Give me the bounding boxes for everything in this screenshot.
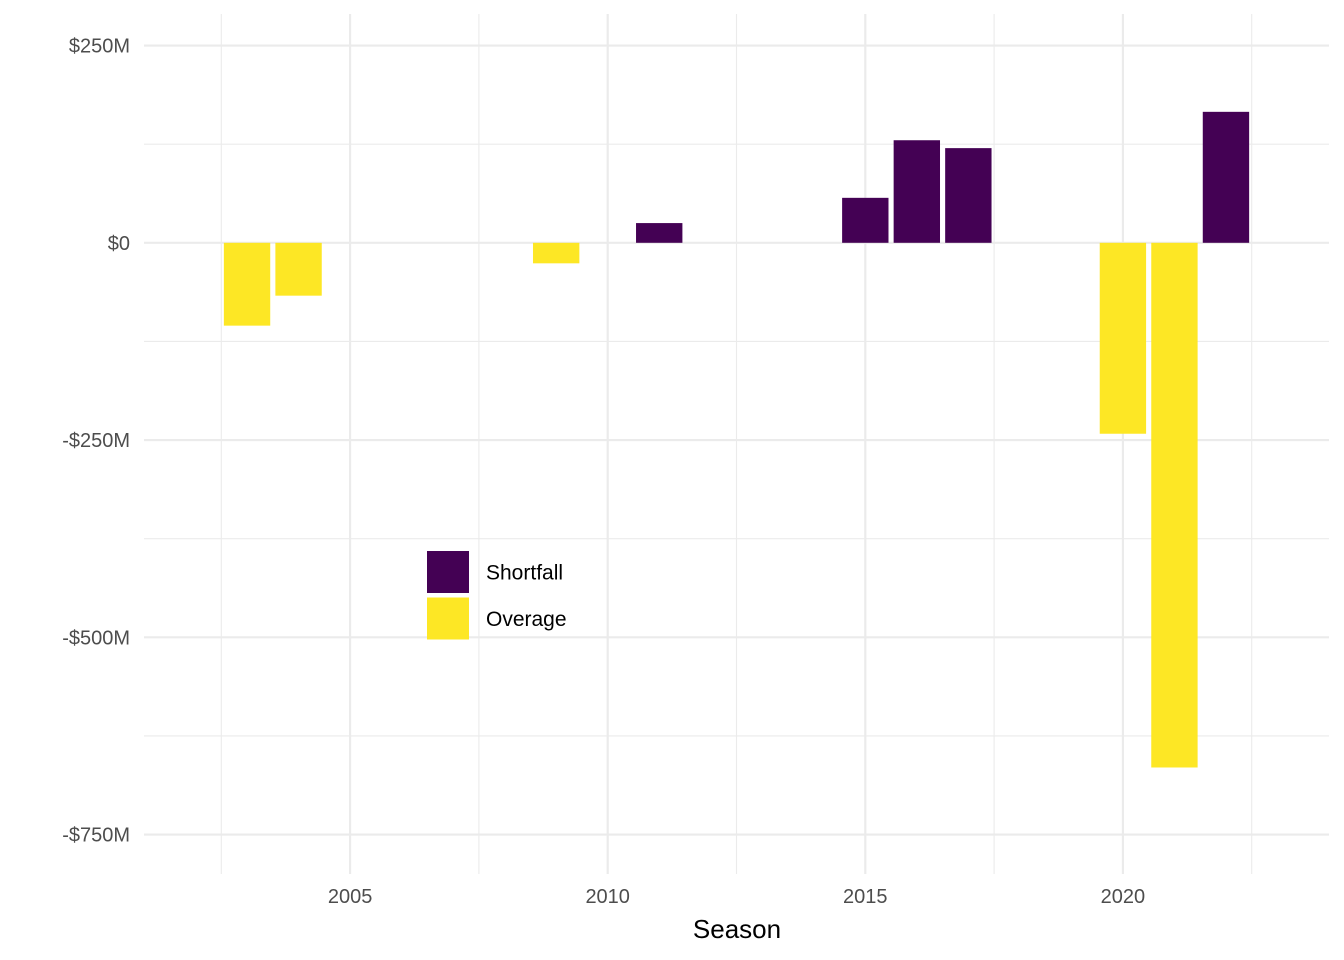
y-tick-label: -$250M xyxy=(62,430,130,452)
bar-2022 xyxy=(1202,111,1250,243)
x-tick-label: 2020 xyxy=(1101,886,1146,908)
major-gridlines xyxy=(144,14,1329,874)
y-tick-label: $0 xyxy=(108,233,130,255)
y-tick-label: -$500M xyxy=(62,627,130,649)
x-tick-label: 2005 xyxy=(328,886,373,908)
bar-2015 xyxy=(842,197,889,243)
x-tick-label: 2015 xyxy=(843,886,888,908)
y-tick-label: -$750M xyxy=(62,825,130,847)
bar-2003 xyxy=(223,242,271,326)
bar-2021 xyxy=(1151,242,1198,768)
bar-2004 xyxy=(275,242,322,296)
x-tick-label: 2010 xyxy=(585,886,630,908)
legend: Shortfall Overage xyxy=(427,551,567,640)
bar-2011 xyxy=(636,223,683,243)
legend-key-shortfall xyxy=(427,551,469,593)
y-tick-label: $250M xyxy=(69,36,130,58)
bars xyxy=(223,111,1250,768)
y-axis-tick-labels: $250M $0 -$250M -$500M -$750M xyxy=(62,36,130,847)
x-axis-title: Season xyxy=(693,914,781,944)
x-axis-tick-labels: 2005 2010 2015 2020 xyxy=(328,886,1145,908)
minor-gridlines xyxy=(144,14,1329,874)
bar-2020 xyxy=(1099,242,1147,434)
legend-label-overage: Overage xyxy=(486,608,567,631)
bar-2016 xyxy=(893,140,941,243)
bar-2017 xyxy=(945,148,992,243)
bar-2009 xyxy=(532,242,580,264)
legend-key-overage xyxy=(427,597,469,640)
legend-label-shortfall: Shortfall xyxy=(486,562,563,585)
